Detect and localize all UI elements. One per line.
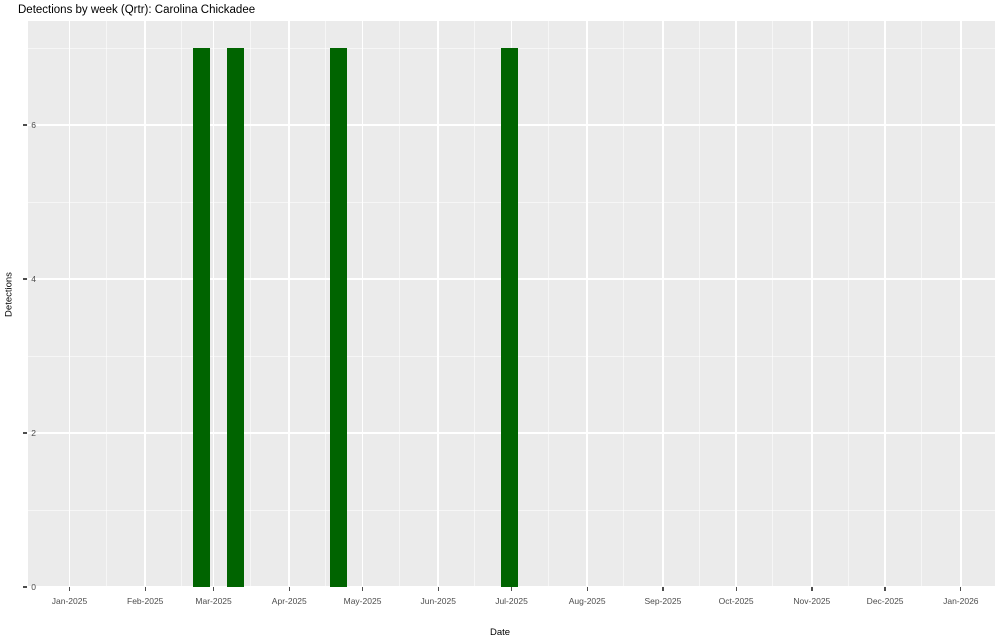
x-tick-label: Nov-2025 bbox=[793, 596, 831, 606]
x-tick-label: Jun-2025 bbox=[420, 596, 456, 606]
y-axis-title: Detections bbox=[3, 272, 15, 317]
gridline-major-vertical bbox=[884, 21, 886, 587]
x-tick-mark bbox=[437, 587, 439, 591]
gridline-minor-vertical bbox=[249, 21, 251, 587]
y-tick-mark bbox=[23, 278, 27, 280]
gridline-major-vertical bbox=[212, 21, 215, 587]
x-tick-label: Jul-2025 bbox=[495, 596, 528, 606]
gridline-minor-vertical bbox=[772, 21, 774, 587]
gridline-major-vertical bbox=[586, 21, 588, 587]
gridline-major-vertical bbox=[811, 21, 813, 587]
x-tick-mark bbox=[735, 587, 737, 591]
y-tick-mark bbox=[23, 124, 27, 126]
gridline-major-vertical bbox=[144, 21, 146, 587]
plot-panel bbox=[28, 21, 995, 587]
gridline-major-vertical bbox=[361, 21, 364, 587]
x-tick-mark bbox=[811, 587, 813, 591]
x-tick-mark bbox=[212, 587, 215, 591]
y-tick-label: 4 bbox=[31, 273, 36, 284]
gridline-major-vertical bbox=[68, 21, 71, 587]
x-tick-label: Aug-2025 bbox=[568, 596, 606, 606]
x-tick-mark bbox=[662, 587, 664, 591]
bar bbox=[192, 47, 210, 587]
gridline-minor-vertical bbox=[181, 21, 183, 587]
gridline-minor-vertical bbox=[398, 21, 400, 587]
y-tick-label: 6 bbox=[31, 119, 36, 130]
gridline-minor-vertical bbox=[848, 21, 849, 587]
gridline-major-vertical bbox=[662, 21, 664, 587]
chart-title: Detections by week (Qrtr): Carolina Chic… bbox=[18, 4, 256, 16]
x-tick-mark bbox=[884, 587, 886, 591]
x-tick-mark bbox=[361, 587, 364, 591]
bar bbox=[329, 47, 347, 587]
x-tick-mark bbox=[586, 587, 588, 591]
x-tick-mark bbox=[510, 587, 513, 591]
x-tick-mark bbox=[960, 587, 962, 591]
bar bbox=[500, 47, 518, 587]
gridline-minor-vertical bbox=[474, 21, 476, 587]
x-tick-label: Jan-2026 bbox=[943, 596, 979, 606]
x-axis-title: Date bbox=[489, 627, 511, 638]
x-tick-label: Apr-2025 bbox=[271, 596, 307, 606]
gridline-major-vertical bbox=[960, 21, 962, 587]
gridline-minor-vertical bbox=[547, 21, 549, 587]
y-tick-label: 0 bbox=[31, 582, 36, 592]
x-tick-mark bbox=[144, 587, 146, 591]
x-tick-label: Mar-2025 bbox=[195, 596, 232, 606]
gridline-minor-vertical bbox=[699, 21, 700, 587]
gridline-major-vertical bbox=[288, 21, 291, 587]
bar bbox=[227, 47, 245, 587]
gridline-major-vertical bbox=[437, 21, 440, 587]
x-tick-label: Dec-2025 bbox=[866, 596, 904, 606]
y-tick-label: 2 bbox=[31, 427, 36, 438]
x-tick-label: Feb-2025 bbox=[127, 596, 164, 606]
y-tick-mark bbox=[23, 586, 27, 588]
y-tick-mark bbox=[23, 432, 27, 434]
gridline-minor-vertical bbox=[105, 21, 107, 587]
x-tick-label: Jan-2025 bbox=[51, 596, 88, 606]
x-tick-label: Sep-2025 bbox=[644, 596, 682, 606]
x-tick-mark bbox=[68, 587, 71, 591]
x-tick-label: Oct-2025 bbox=[718, 596, 754, 606]
gridline-minor-vertical bbox=[921, 21, 923, 587]
gridline-minor-vertical bbox=[623, 21, 625, 587]
gridline-major-vertical bbox=[735, 21, 737, 587]
x-tick-mark bbox=[288, 587, 290, 591]
gridline-minor-vertical bbox=[325, 21, 327, 587]
x-tick-label: May-2025 bbox=[343, 596, 382, 606]
